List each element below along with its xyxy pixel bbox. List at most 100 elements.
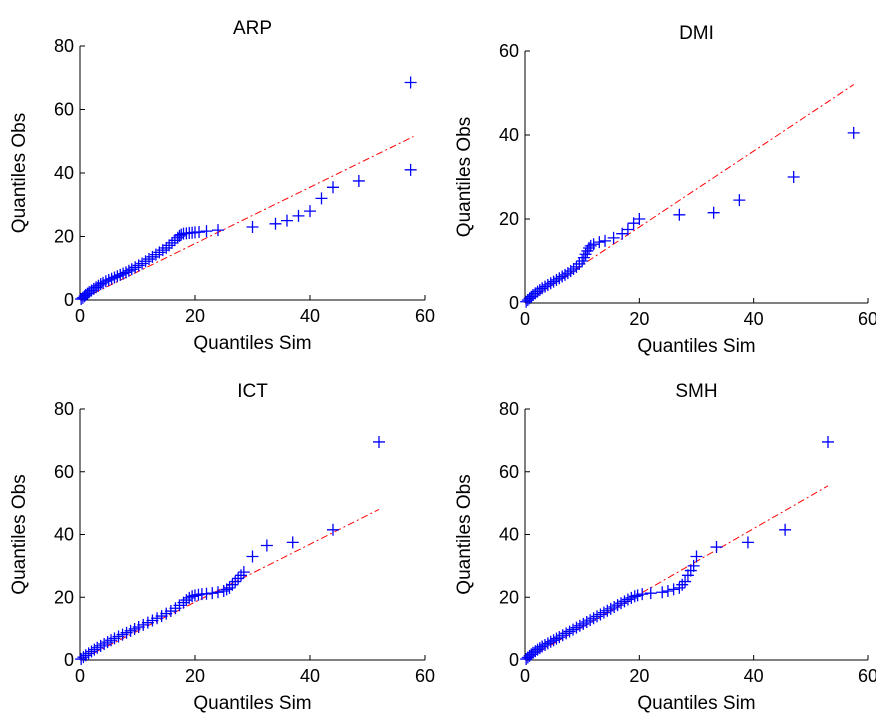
y-tick-label: 40 (499, 125, 519, 145)
data-point (404, 76, 417, 89)
data-point (212, 586, 224, 599)
data-point (633, 213, 646, 225)
x-tick-label: 60 (415, 666, 435, 686)
data-point (628, 590, 641, 603)
data-point (573, 257, 586, 270)
data-point (520, 295, 533, 308)
data-point (710, 541, 723, 554)
data-point (673, 208, 686, 221)
data-point (847, 126, 860, 139)
data-point (544, 277, 557, 290)
data-point (229, 575, 242, 588)
data-point (541, 637, 554, 650)
x-tick-label: 40 (744, 666, 764, 686)
y-tick-label: 60 (54, 100, 74, 120)
data-point (536, 640, 549, 653)
y-tick-label: 20 (499, 587, 519, 607)
x-tick-label: 0 (75, 666, 85, 686)
data-point (521, 294, 534, 307)
data-point (599, 234, 612, 247)
x-tick-label: 40 (744, 309, 764, 329)
data-point (667, 583, 680, 596)
data-point (681, 569, 694, 582)
y-tick-label: 60 (499, 462, 519, 482)
data-point (404, 163, 417, 176)
data-point (373, 435, 385, 448)
data-point (177, 596, 190, 609)
data-point (114, 268, 127, 281)
y-tick-label: 40 (499, 525, 519, 545)
data-point (108, 271, 121, 284)
data-point (544, 635, 557, 648)
data-point (122, 264, 135, 277)
data-point (741, 536, 754, 549)
data-point (200, 225, 213, 238)
data-point (163, 239, 176, 252)
x-tick-label: 40 (300, 306, 320, 326)
y-axis-label: Quantiles Obs (9, 474, 30, 594)
subplot-ict: 0 20 40 60 0 20 40 60 80 ICT Quantiles Sim Quantile… (9, 381, 435, 714)
y-tick-label: 80 (54, 36, 74, 56)
data-point (327, 181, 339, 194)
data-point (286, 536, 299, 549)
subplot-title: SMH (675, 381, 717, 402)
y-axis-label: Quantiles Obs (454, 117, 475, 237)
data-point (94, 278, 107, 291)
data-point (581, 244, 594, 257)
data-point (690, 550, 703, 563)
data-point (779, 523, 792, 536)
y-tick-label: 20 (499, 209, 519, 229)
data-point (223, 581, 236, 594)
x-tick-label: 60 (858, 309, 876, 329)
y-tick-label: 0 (509, 293, 519, 313)
data-point (676, 578, 689, 591)
data-point (673, 581, 686, 594)
y-tick-label: 20 (54, 587, 74, 607)
data-point (539, 280, 552, 293)
data-point (547, 634, 560, 647)
data-point (217, 584, 230, 597)
data-point (567, 262, 580, 275)
y-tick-label: 20 (54, 227, 74, 247)
x-tick-label: 20 (185, 666, 205, 686)
data-point (579, 248, 592, 261)
data-point (105, 272, 118, 285)
data-point (120, 266, 132, 279)
x-axis-label: Quantiles Sim (637, 693, 755, 714)
data-point (547, 275, 560, 288)
data-point (621, 223, 634, 236)
data-point (315, 192, 328, 205)
data-point (292, 209, 305, 222)
data-point (539, 638, 552, 651)
data-point (102, 273, 115, 286)
data-point (237, 566, 250, 579)
data-point (281, 214, 293, 227)
reference-line (524, 485, 829, 661)
data-point (787, 171, 800, 183)
x-tick-label: 20 (185, 306, 205, 326)
data-point (607, 231, 620, 244)
x-axis-label: Quantiles Sim (193, 693, 311, 714)
data-point (160, 241, 173, 254)
data-point (821, 435, 834, 448)
y-tick-label: 0 (64, 650, 74, 670)
data-point (684, 564, 697, 577)
reference-line (79, 136, 414, 301)
data-point (584, 239, 597, 252)
data-point (587, 238, 600, 251)
data-point (687, 559, 700, 572)
subplot-smh: 0 20 40 60 0 20 40 60 80 SMH Quantiles Sim Quantile… (454, 381, 876, 714)
data-point (625, 591, 638, 604)
y-tick-label: 0 (64, 290, 74, 310)
data-point (550, 632, 563, 645)
x-tick-label: 60 (415, 306, 435, 326)
data-point (327, 523, 339, 536)
data-point (352, 174, 365, 187)
x-tick-label: 20 (629, 309, 649, 329)
data-point (246, 220, 259, 233)
data-point (117, 267, 130, 280)
data-point (570, 260, 583, 273)
x-tick-label: 0 (75, 306, 85, 326)
data-point (593, 236, 606, 249)
